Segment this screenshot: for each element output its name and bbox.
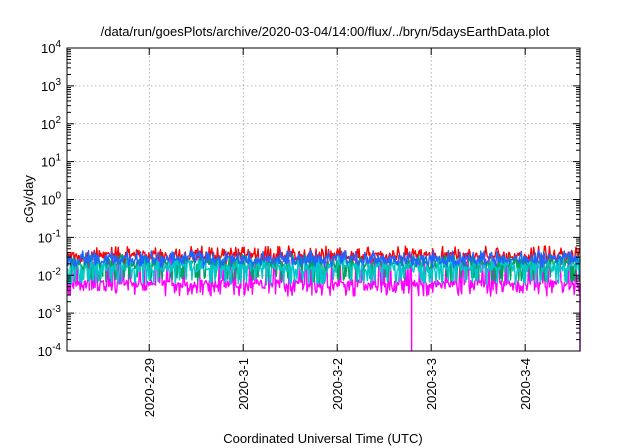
x-tick-label: 2020-3-3 [424, 358, 439, 410]
y-tick-label: 101 [41, 153, 61, 170]
y-axis: 10-4 10-3 10-2 10-1 100 101 102 103 104 [38, 39, 580, 359]
x-tick-label: 2020-3-4 [518, 358, 533, 410]
y-tick-label: 10-1 [38, 228, 62, 245]
x-axis: 2020-2-29 2020-3-1 2020-3-2 2020-3-3 2020-3-… [142, 48, 533, 417]
y-tick-label: 103 [41, 77, 61, 94]
y-tick-label: 10-2 [38, 266, 62, 283]
y-tick-label: 102 [41, 115, 61, 132]
plot-area [66, 245, 581, 352]
x-axis-label: Coordinated Universal Time (UTC) [223, 431, 422, 446]
y-tick-label: 104 [41, 39, 61, 56]
x-tick-label: 2020-3-1 [236, 358, 251, 410]
x-tick-label: 2020-3-2 [330, 358, 345, 410]
y-tick-label: 100 [41, 191, 61, 208]
series-line [66, 256, 581, 286]
y-tick-label: 10-3 [38, 304, 62, 321]
y-axis-label: cGy/day [21, 175, 36, 223]
y-tick-label: 10-4 [38, 342, 62, 359]
chart-title: /data/run/goesPlots/archive/2020-03-04/1… [101, 24, 550, 39]
series-line [66, 249, 581, 269]
grid [67, 48, 580, 351]
x-tick-label: 2020-2-29 [142, 358, 157, 417]
